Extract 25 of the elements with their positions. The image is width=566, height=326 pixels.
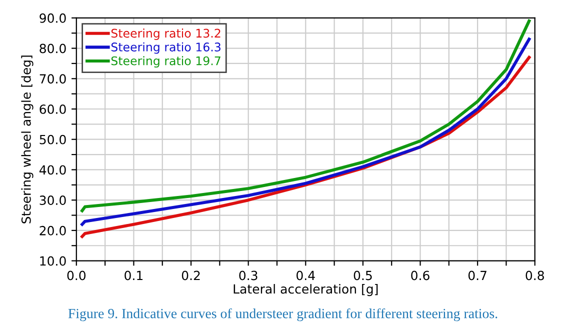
x-tick-label: 0.5 [354, 270, 372, 280]
x-tick-label: 0.7 [468, 270, 486, 280]
legend-label: Steering ratio 19.7 [111, 56, 220, 68]
legend-label: Steering ratio 13.2 [111, 28, 220, 40]
y-tick-label: 40.0 [39, 165, 66, 175]
caption: Figure 9. Indicative curves of understeer gradient for different steering ratios. [68, 308, 498, 322]
x-tick-label: 0.4 [296, 270, 315, 280]
legend-label: Steering ratio 16.3 [111, 42, 220, 54]
y-tick-label: 20.0 [40, 226, 66, 236]
x-tick-label: 0.8 [526, 270, 544, 280]
x-tick-label: 0.0 [67, 270, 86, 280]
y-tick-label: 10.0 [40, 256, 66, 266]
y-tick-label: 30.0 [40, 196, 66, 206]
x-axis-title: Lateral acceleration [g] [234, 284, 378, 296]
x-tick-label: 0.3 [239, 270, 258, 280]
y-axis-title: Steering wheel angle [deg] [21, 56, 34, 224]
y-tick-label: 50.0 [40, 134, 66, 144]
y-tick-label: 60.0 [40, 104, 66, 114]
x-tick-label: 0.1 [124, 270, 143, 280]
y-tick-label: 70.0 [40, 74, 66, 84]
x-tick-label: 0.6 [411, 270, 430, 280]
y-tick-label: 80.0 [40, 44, 66, 54]
line-series [80, 19, 531, 212]
x-tick-label: 0.2 [182, 270, 200, 280]
y-tick-label: 90.0 [40, 13, 66, 23]
